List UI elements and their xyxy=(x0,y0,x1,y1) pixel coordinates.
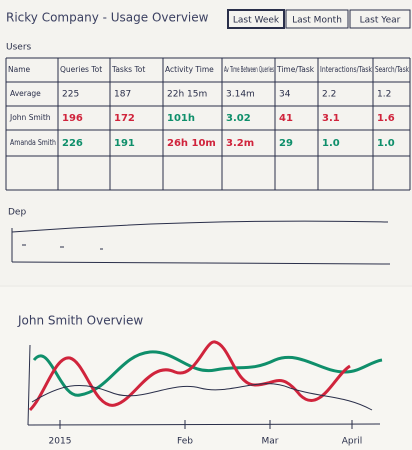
x-label: Mar xyxy=(262,437,279,447)
tab[interactable]: Last Month xyxy=(285,9,349,29)
sheet-bottom xyxy=(0,287,412,450)
cell-value: 3.2m xyxy=(226,138,254,149)
cell-value: 226 xyxy=(62,138,83,149)
column-header: Queries Tot xyxy=(60,65,102,74)
red-line xyxy=(28,340,351,412)
cell-value: 191 xyxy=(114,138,135,149)
cell-value: 26h 10m xyxy=(167,138,216,149)
x-label: 2015 xyxy=(49,437,72,447)
cell-value: 34 xyxy=(279,90,291,100)
cell-value: 172 xyxy=(114,113,135,124)
x-label: April xyxy=(342,437,363,447)
cell-value: 101h xyxy=(167,113,195,124)
page-title: Ricky Company - Usage Overview xyxy=(6,11,209,25)
cell-value: 22h 15m xyxy=(167,90,207,100)
dep-label: Dep xyxy=(8,208,26,218)
green-line xyxy=(32,350,383,397)
users-table: Name Queries Tot Tasks Tot Activity Time Av … xyxy=(5,57,411,191)
cell-value: 2.2 xyxy=(322,90,336,100)
cell-value: 1.0 xyxy=(377,138,395,149)
cell-value: 41 xyxy=(279,113,293,124)
tab[interactable]: Last Year xyxy=(349,9,411,29)
cell-value: 29 xyxy=(279,138,293,149)
tab-box xyxy=(349,9,411,29)
tab[interactable]: Last Week xyxy=(227,9,285,29)
tab-box xyxy=(285,9,349,29)
dep-top-line xyxy=(11,220,389,233)
x-label: Feb xyxy=(177,437,193,447)
cell-value: 3.1 xyxy=(322,113,340,124)
x-ticks xyxy=(59,420,353,429)
cell-value: 225 xyxy=(62,90,79,100)
row-name: Average xyxy=(10,89,41,98)
tab-box xyxy=(227,9,285,29)
x-labels: 2015 Feb Mar April xyxy=(49,437,363,447)
column-header: Name xyxy=(8,65,31,74)
column-header: Interactions/Task xyxy=(320,65,373,74)
cell-value: 1.6 xyxy=(377,113,395,124)
overview-chart xyxy=(27,340,383,429)
cell-value: 187 xyxy=(114,90,131,100)
tabs: Last Week Last Month Last Year xyxy=(227,9,411,29)
dep-base xyxy=(11,261,391,265)
cell-value: 1.2 xyxy=(377,90,391,100)
row-name: Amanda Smith xyxy=(10,138,56,147)
tab-label: Last Week xyxy=(233,16,280,26)
sheet-top xyxy=(0,0,412,285)
column-header: Search/Task xyxy=(375,65,409,74)
dep-chart xyxy=(11,220,391,265)
tab-label: Last Year xyxy=(360,16,401,26)
row-name: John Smith xyxy=(9,113,51,122)
column-header: Av Time Between Queries xyxy=(224,65,274,74)
dep-dashes xyxy=(22,244,103,250)
y-axis xyxy=(27,344,31,426)
cell-value: 1.0 xyxy=(322,138,340,149)
column-header: Tasks Tot xyxy=(111,65,145,74)
cell-value: 196 xyxy=(62,113,83,124)
dark-line xyxy=(31,383,373,411)
x-axis xyxy=(27,423,381,426)
cell-value: 3.02 xyxy=(226,113,251,124)
column-header: Time/Task xyxy=(276,65,315,74)
tab-label: Last Month xyxy=(292,16,342,26)
users-label: Users xyxy=(6,43,32,53)
overview-title: John Smith Overview xyxy=(17,314,143,328)
cell-value: 3.14m xyxy=(226,90,255,100)
column-header: Activity Time xyxy=(165,65,214,74)
